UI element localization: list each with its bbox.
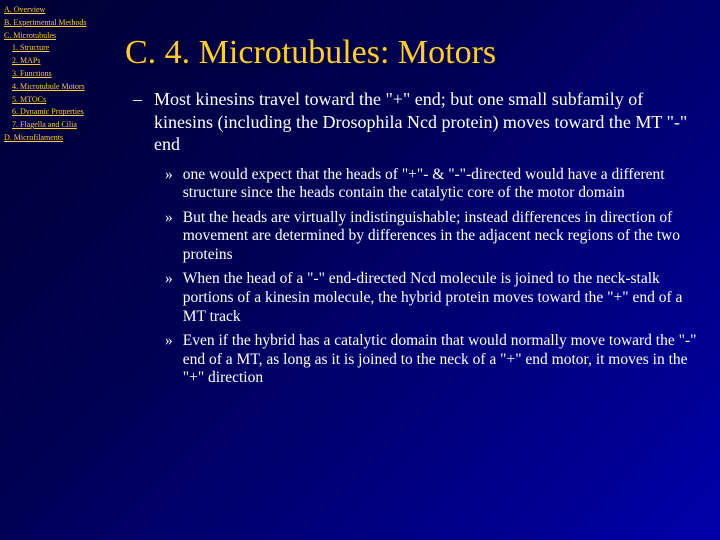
sub-bullet: » one would expect that the heads of "+"… bbox=[165, 166, 702, 203]
nav-link[interactable]: 6. Dynamic Properties bbox=[4, 106, 121, 119]
sub-bullet-text: But the heads are virtually indistinguis… bbox=[183, 209, 702, 265]
bullet-marker: – bbox=[133, 88, 142, 156]
main-bullet: – Most kinesins travel toward the "+" en… bbox=[133, 88, 702, 156]
bullet-marker: » bbox=[165, 270, 173, 326]
nav-link[interactable]: D. Microfilaments bbox=[4, 132, 121, 145]
bullet-marker: » bbox=[165, 332, 173, 388]
nav-link[interactable]: 1. Structure bbox=[4, 42, 121, 55]
main-bullet-text: Most kinesins travel toward the "+" end;… bbox=[154, 88, 702, 156]
nav-link[interactable]: 5. MTOCs bbox=[4, 94, 121, 107]
sub-bullet: » But the heads are virtually indistingu… bbox=[165, 209, 702, 265]
nav-link[interactable]: 3. Functions bbox=[4, 68, 121, 81]
nav-link[interactable]: 2. MAPs bbox=[4, 55, 121, 68]
sub-bullet: » When the head of a "-" end-directed Nc… bbox=[165, 270, 702, 326]
sub-bullet: » Even if the hybrid has a catalytic dom… bbox=[165, 332, 702, 388]
nav-link[interactable]: C. Microtubules bbox=[4, 30, 121, 43]
nav-link[interactable]: B. Experimental Methods bbox=[4, 17, 121, 30]
nav-link[interactable]: A. Overview bbox=[4, 4, 121, 17]
sub-bullet-text: Even if the hybrid has a catalytic domai… bbox=[183, 332, 702, 388]
bullet-marker: » bbox=[165, 166, 173, 203]
sub-bullet-text: one would expect that the heads of "+"- … bbox=[183, 166, 702, 203]
sidebar-nav: A. Overview B. Experimental Methods C. M… bbox=[0, 0, 125, 540]
sub-bullet-text: When the head of a "-" end-directed Ncd … bbox=[183, 270, 702, 326]
slide-content: C. 4. Microtubules: Motors – Most kinesi… bbox=[125, 0, 720, 540]
nav-link[interactable]: 7. Flagella and Cilia bbox=[4, 119, 121, 132]
nav-link[interactable]: 4. Microtubule Motors bbox=[4, 81, 121, 94]
bullet-marker: » bbox=[165, 209, 173, 265]
slide-title: C. 4. Microtubules: Motors bbox=[125, 34, 702, 72]
